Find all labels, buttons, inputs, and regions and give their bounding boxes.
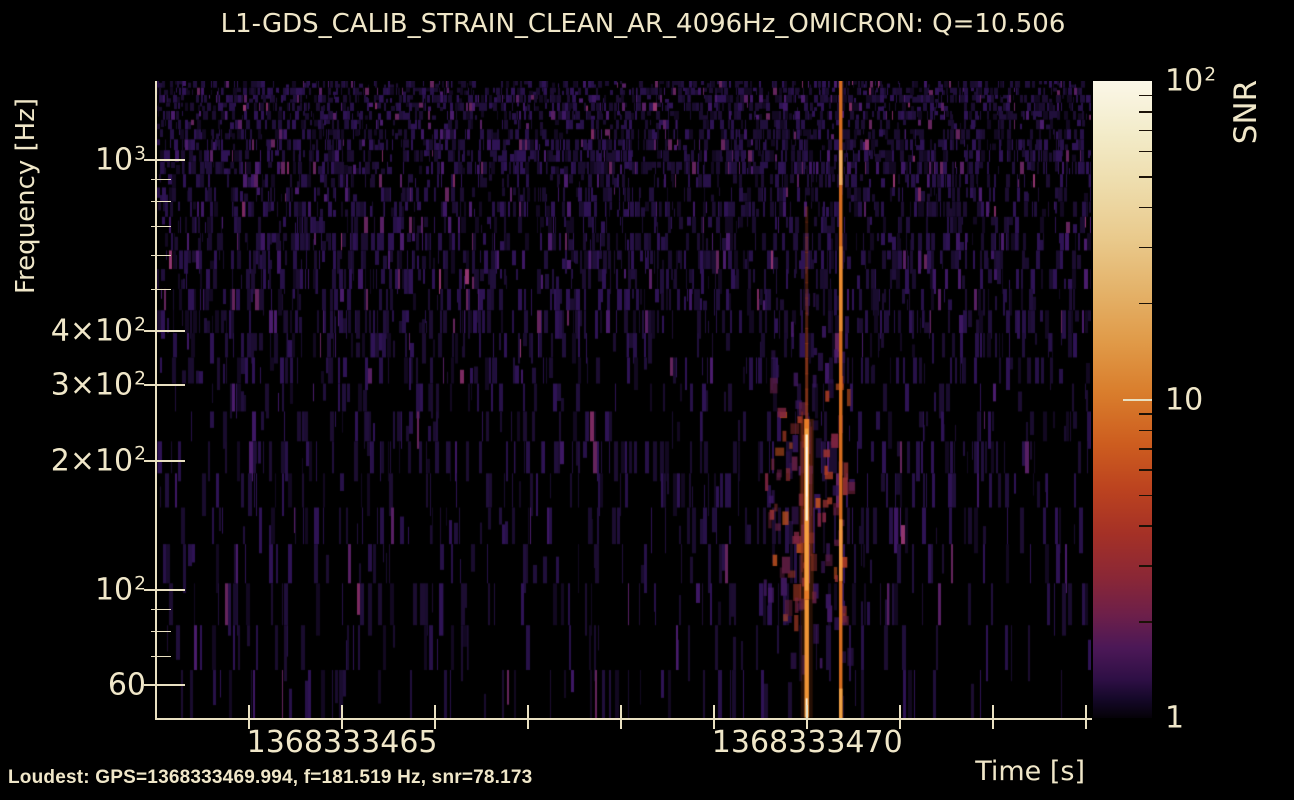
y-major-tick — [144, 684, 185, 687]
colorbar-minor-tick — [1139, 246, 1152, 249]
x-tick — [899, 705, 902, 729]
x-tick-label: 1368333465 — [246, 725, 438, 760]
x-tick — [341, 705, 344, 729]
colorbar-minor-tick — [1139, 469, 1152, 471]
x-axis-title: Time [s] — [975, 756, 1085, 787]
y-minor-tick — [151, 178, 171, 181]
y-major-tick — [144, 589, 185, 592]
y-minor-tick — [151, 630, 171, 633]
loudest-annotation: Loudest: GPS=1368333469.994, f=181.519 H… — [8, 767, 533, 788]
colorbar-minor-tick — [1139, 525, 1152, 527]
x-tick-label: 1368333470 — [711, 725, 903, 760]
y-major-tick — [144, 383, 185, 386]
colorbar-minor-tick — [1139, 111, 1152, 113]
colorbar-minor-tick — [1139, 621, 1152, 623]
x-tick — [527, 705, 530, 729]
y-tick-label: 102 — [94, 572, 146, 608]
colorbar-minor-tick — [1139, 129, 1152, 132]
colorbar-minor-tick — [1139, 150, 1152, 153]
colorbar-minor-tick — [1139, 413, 1152, 415]
colorbar-tick-label: 1 — [1165, 700, 1185, 736]
colorbar-tick-label: 10 — [1165, 382, 1204, 417]
colorbar-minor-tick — [1139, 494, 1152, 497]
y-axis-spine — [155, 81, 157, 720]
y-tick-label: 4×102 — [50, 313, 146, 349]
y-tick-label: 60 — [107, 667, 146, 703]
y-major-tick — [144, 459, 185, 462]
colorbar-minor-tick — [1139, 429, 1152, 432]
colorbar-minor-tick — [1139, 565, 1152, 567]
plot-title: L1-GDS_CALIB_STRAIN_CLEAN_AR_4096Hz_OMIC… — [220, 9, 1066, 39]
y-major-tick — [144, 330, 185, 333]
x-tick — [806, 705, 809, 729]
y-axis-title: Frequency [Hz] — [11, 97, 41, 295]
y-tick-label: 103 — [94, 142, 146, 178]
y-minor-tick — [151, 200, 171, 203]
colorbar-minor-tick — [1139, 448, 1152, 450]
y-minor-tick — [151, 225, 171, 228]
colorbar-minor-tick — [1139, 94, 1152, 97]
x-tick — [434, 705, 437, 729]
x-tick — [1085, 705, 1088, 729]
colorbar-tick-label: 102 — [1165, 63, 1217, 99]
x-tick — [620, 705, 623, 729]
colorbar-minor-tick — [1139, 176, 1152, 178]
y-tick-label: 2×102 — [50, 443, 146, 479]
colorbar-minor-tick — [1139, 302, 1152, 305]
x-axis-spine — [155, 718, 1092, 720]
x-tick — [992, 705, 995, 729]
colorbar-major-tick — [1123, 398, 1152, 401]
y-minor-tick — [151, 288, 171, 291]
y-tick-label: 3×102 — [50, 367, 146, 403]
y-minor-tick — [151, 655, 171, 658]
y-minor-tick — [151, 254, 171, 257]
y-major-tick — [144, 159, 185, 162]
colorbar-minor-tick — [1139, 206, 1152, 209]
colorbar-title: SNR — [1228, 79, 1264, 145]
x-tick — [713, 705, 716, 729]
y-minor-tick — [151, 608, 171, 611]
x-tick — [248, 705, 251, 729]
spectrogram — [156, 81, 1091, 718]
